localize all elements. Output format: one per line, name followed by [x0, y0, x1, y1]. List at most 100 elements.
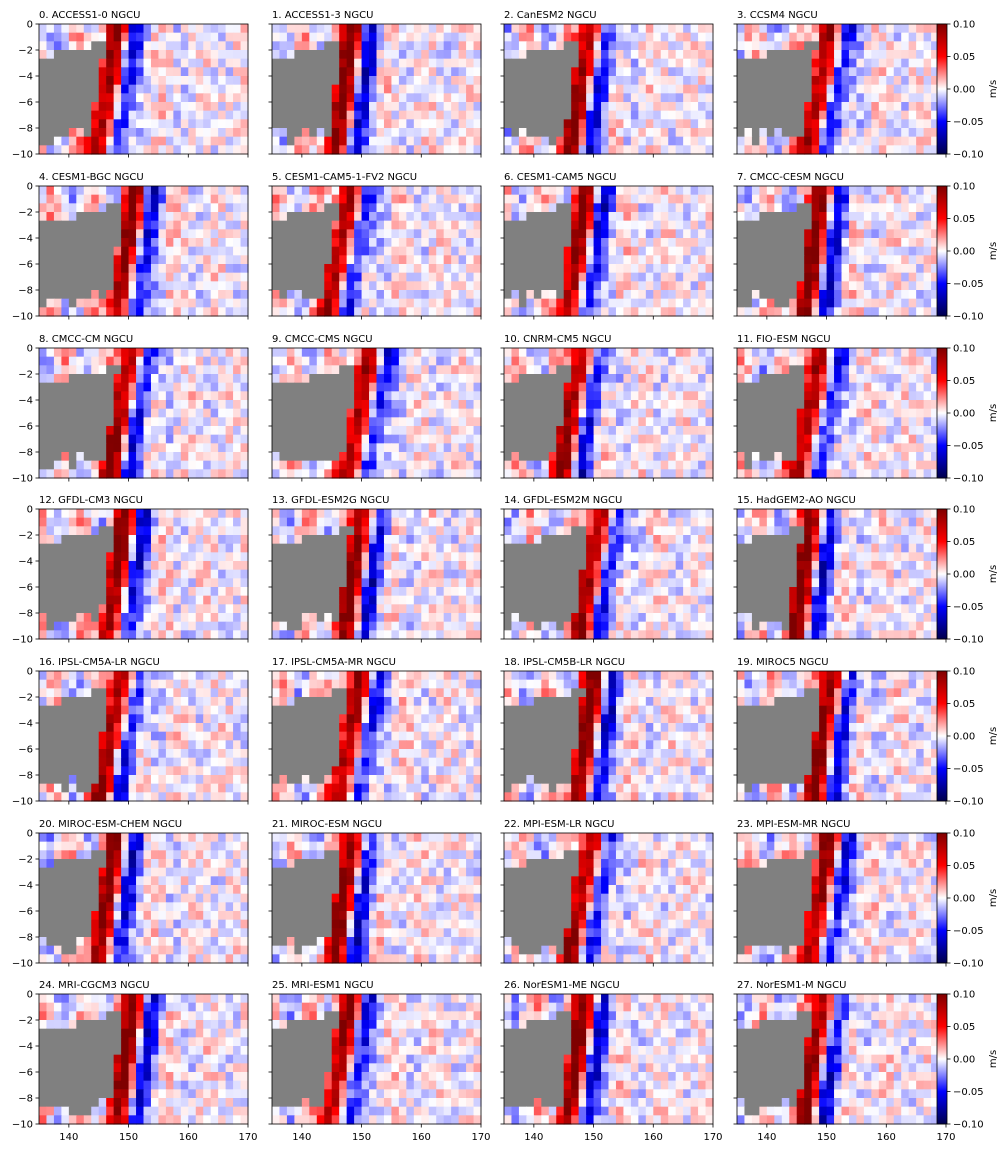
heatmap-cell [188, 85, 196, 94]
heatmap-cell [294, 203, 302, 212]
heatmap-cell [362, 93, 370, 102]
land-cell [69, 400, 77, 409]
heatmap-cell [668, 264, 676, 273]
heatmap-cell [804, 299, 812, 308]
heatmap-cell [834, 128, 842, 137]
heatmap-cell [504, 24, 512, 33]
heatmap-cell [683, 264, 691, 273]
land-cell [287, 281, 295, 290]
heatmap-cell [856, 365, 864, 374]
heatmap-cell [797, 290, 805, 299]
heatmap-cell [737, 33, 745, 42]
heatmap-cell [571, 281, 579, 290]
heatmap-cell [901, 238, 909, 247]
heatmap-cell [894, 128, 902, 137]
heatmap-cell [181, 128, 189, 137]
heatmap-cell [683, 299, 691, 308]
land-cell [526, 452, 534, 461]
heatmap-cell [609, 443, 617, 452]
heatmap-cell [451, 221, 459, 230]
heatmap-cell [414, 111, 422, 120]
heatmap-cell [834, 281, 842, 290]
land-cell [549, 247, 557, 256]
heatmap-cell [886, 119, 894, 128]
heatmap-cell [324, 145, 332, 154]
heatmap-cell [804, 290, 812, 299]
land-cell [556, 374, 564, 383]
heatmap-cell [377, 255, 385, 264]
land-cell [69, 111, 77, 120]
heatmap-cell [594, 273, 602, 282]
heatmap-cell [144, 409, 152, 418]
heatmap-cell [114, 33, 122, 42]
heatmap-cell [849, 299, 857, 308]
heatmap-cell [616, 273, 624, 282]
heatmap-cell [698, 247, 706, 256]
land-cell [737, 383, 745, 392]
heatmap-cell [638, 137, 646, 146]
land-cell [534, 212, 542, 221]
heatmap-cell [886, 186, 894, 195]
heatmap-cell [827, 299, 835, 308]
heatmap-cell [218, 195, 226, 204]
heatmap-cell [752, 145, 760, 154]
heatmap-cell [466, 203, 474, 212]
heatmap-cell [856, 59, 864, 68]
heatmap-cell [668, 59, 676, 68]
land-cell [511, 264, 519, 273]
heatmap-cell [616, 33, 624, 42]
heatmap-cell [294, 290, 302, 299]
heatmap-cell [871, 67, 879, 76]
heatmap-cell [638, 186, 646, 195]
heatmap-cell [849, 264, 857, 273]
heatmap-cell [511, 186, 519, 195]
heatmap-cell [804, 348, 812, 357]
y-tick-label: 0 [27, 20, 33, 31]
heatmap-cell [886, 33, 894, 42]
heatmap-cell [661, 24, 669, 33]
heatmap-cell [886, 93, 894, 102]
heatmap-cell [631, 281, 639, 290]
heatmap-cell [287, 145, 295, 154]
land-cell [549, 383, 557, 392]
heatmap-cell [241, 443, 249, 452]
heatmap-cell [879, 119, 887, 128]
heatmap-cell [332, 307, 340, 316]
heatmap-cell [54, 41, 62, 50]
heatmap-cell [369, 229, 377, 238]
heatmap-cell [233, 409, 241, 418]
heatmap-cell [623, 417, 631, 426]
land-cell [541, 119, 549, 128]
heatmap-cell [151, 357, 159, 366]
land-cell [106, 273, 114, 282]
heatmap-cell [391, 357, 399, 366]
heatmap-cell [436, 247, 444, 256]
heatmap-cell [511, 50, 519, 59]
heatmap-cell [196, 443, 204, 452]
land-cell [287, 137, 295, 146]
y-tick-label: −2 [18, 370, 33, 381]
heatmap-cell [737, 195, 745, 204]
heatmap-cell [421, 452, 429, 461]
heatmap-cell [173, 409, 181, 418]
heatmap-cell [601, 443, 609, 452]
heatmap-cell [916, 59, 924, 68]
heatmap-cell [384, 93, 392, 102]
heatmap-cell [272, 128, 280, 137]
land-cell [534, 255, 542, 264]
heatmap-cell [166, 247, 174, 256]
heatmap-cell [279, 128, 287, 137]
heatmap-cell [653, 365, 661, 374]
land-cell [61, 76, 69, 85]
heatmap-cell [144, 76, 152, 85]
heatmap-cell [459, 85, 467, 94]
heatmap-cell [638, 365, 646, 374]
heatmap-cell [436, 435, 444, 444]
heatmap-cell [706, 426, 714, 435]
heatmap-cell [406, 41, 414, 50]
land-cell [309, 238, 317, 247]
heatmap-cell [886, 221, 894, 230]
heatmap-cell [188, 273, 196, 282]
heatmap-cell [683, 221, 691, 230]
y-tick-label: −6 [18, 260, 33, 271]
